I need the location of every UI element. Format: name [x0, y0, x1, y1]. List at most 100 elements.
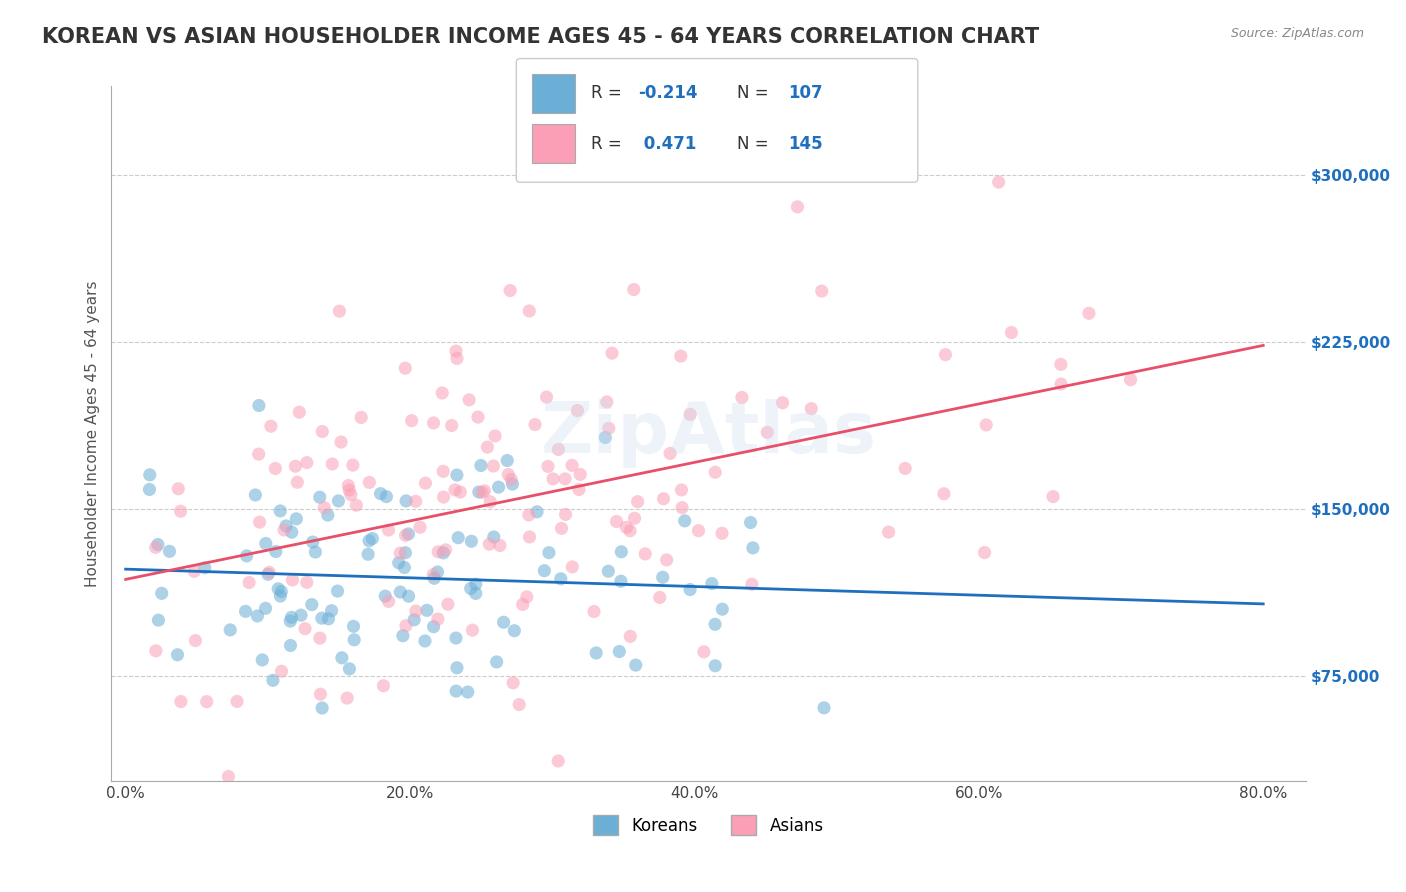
Asians — [145, 541, 167, 555]
Asians — [731, 391, 754, 405]
Koreans — [464, 577, 486, 591]
Asians — [772, 395, 794, 409]
Asians — [517, 304, 540, 318]
Asians — [247, 447, 270, 461]
Asians — [482, 458, 505, 473]
Koreans — [285, 512, 308, 526]
Koreans — [267, 582, 290, 596]
Koreans — [423, 571, 446, 585]
Text: R =: R = — [591, 85, 627, 103]
Asians — [524, 417, 547, 432]
Koreans — [740, 516, 762, 530]
Asians — [800, 401, 823, 416]
Asians — [409, 520, 432, 534]
Koreans — [254, 536, 277, 550]
FancyBboxPatch shape — [516, 59, 918, 182]
Asians — [501, 472, 523, 486]
Koreans — [262, 673, 284, 688]
Asians — [377, 594, 399, 608]
Koreans — [673, 514, 696, 528]
Koreans — [598, 564, 620, 578]
Koreans — [280, 639, 302, 653]
Asians — [704, 465, 727, 479]
Koreans — [290, 608, 312, 623]
Koreans — [457, 685, 479, 699]
Koreans — [304, 545, 326, 559]
Koreans — [444, 684, 467, 698]
Asians — [260, 419, 283, 434]
Asians — [405, 494, 427, 508]
Y-axis label: Householder Income Ages 45 - 64 years: Householder Income Ages 45 - 64 years — [86, 280, 100, 587]
Asians — [427, 545, 450, 559]
Asians — [444, 344, 467, 359]
Koreans — [704, 658, 727, 673]
Text: R =: R = — [591, 135, 627, 153]
Asians — [405, 604, 427, 618]
Koreans — [651, 570, 673, 584]
Koreans — [257, 567, 280, 582]
Asians — [626, 494, 648, 508]
Koreans — [148, 613, 170, 627]
Koreans — [361, 532, 384, 546]
Legend: Koreans, Asians: Koreans, Asians — [586, 808, 831, 842]
Asians — [619, 524, 641, 538]
Text: -0.214: -0.214 — [638, 85, 697, 103]
Asians — [623, 511, 645, 525]
Asians — [295, 575, 318, 590]
Asians — [446, 351, 468, 366]
Asians — [987, 175, 1010, 189]
Asians — [671, 483, 693, 497]
Asians — [600, 346, 623, 360]
Asians — [512, 598, 534, 612]
Koreans — [607, 644, 630, 658]
Asians — [422, 567, 444, 582]
Koreans — [432, 546, 454, 560]
Asians — [619, 629, 641, 643]
Koreans — [321, 604, 343, 618]
Koreans — [357, 533, 380, 548]
Asians — [444, 483, 467, 497]
Koreans — [741, 541, 763, 555]
Asians — [655, 553, 678, 567]
FancyBboxPatch shape — [531, 124, 575, 163]
Asians — [598, 421, 620, 435]
Koreans — [444, 631, 467, 645]
Asians — [195, 695, 218, 709]
Koreans — [679, 582, 702, 597]
Asians — [502, 675, 524, 690]
Koreans — [330, 650, 353, 665]
Koreans — [311, 611, 333, 625]
Asians — [288, 405, 311, 419]
Asians — [311, 425, 333, 439]
Asians — [249, 515, 271, 529]
Asians — [432, 464, 454, 478]
Asians — [1000, 326, 1022, 340]
Koreans — [485, 655, 508, 669]
Koreans — [245, 488, 267, 502]
Koreans — [413, 634, 436, 648]
Asians — [756, 425, 779, 440]
Asians — [1049, 358, 1071, 372]
Koreans — [374, 589, 396, 603]
Koreans — [464, 586, 486, 600]
Koreans — [398, 527, 420, 541]
Koreans — [460, 534, 482, 549]
Asians — [693, 645, 716, 659]
Asians — [309, 687, 332, 701]
Koreans — [138, 483, 160, 497]
Asians — [281, 573, 304, 587]
Text: ZipAtlas: ZipAtlas — [541, 399, 877, 468]
Koreans — [585, 646, 607, 660]
Asians — [145, 644, 167, 658]
Asians — [877, 525, 900, 540]
Asians — [328, 304, 350, 318]
Koreans — [370, 486, 392, 500]
Asians — [536, 390, 558, 404]
Asians — [498, 467, 520, 482]
Koreans — [813, 701, 835, 715]
Asians — [568, 483, 591, 497]
Text: 0.471: 0.471 — [638, 135, 697, 153]
Asians — [934, 348, 956, 362]
Asians — [340, 488, 363, 502]
Koreans — [339, 662, 361, 676]
